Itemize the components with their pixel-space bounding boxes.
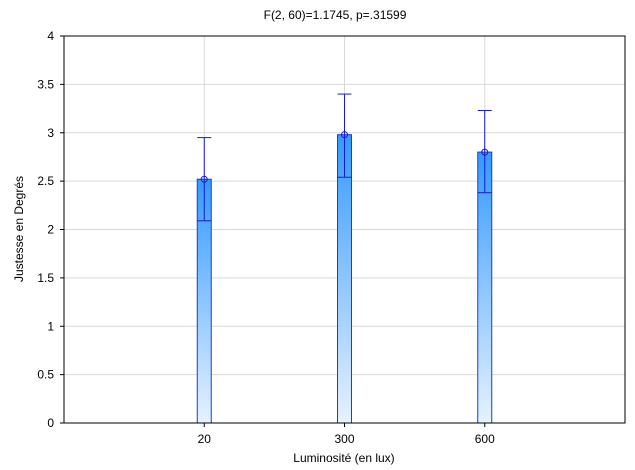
y-tick-label: 2 — [47, 223, 54, 237]
y-tick-label: 0.5 — [37, 368, 54, 382]
y-tick-label: 1 — [47, 319, 54, 333]
x-tick-label: 600 — [475, 432, 495, 446]
x-tick-label: 300 — [334, 432, 354, 446]
y-tick-label: 0 — [47, 416, 54, 430]
y-tick-label: 3 — [47, 126, 54, 140]
y-tick-label: 1.5 — [37, 271, 54, 285]
mean-marker — [341, 131, 348, 139]
x-axis-label: Luminosité (en lux) — [293, 451, 394, 465]
bars — [196, 134, 493, 424]
chart-title: F(2, 60)=1.1745, p=.31599 — [264, 8, 407, 22]
error-bars — [197, 93, 492, 222]
bar — [337, 134, 352, 424]
x-axis-ticks: 20 300 600 — [198, 423, 495, 446]
y-tick-label: 4 — [47, 29, 54, 43]
y-tick-label: 3.5 — [37, 77, 54, 91]
y-axis-label: Justesse en Degrés — [12, 176, 26, 282]
mean-marker — [200, 175, 208, 183]
y-tick-label: 2.5 — [37, 174, 54, 188]
y-axis-ticks: 0 0.5 1 1.5 2 2.5 3 3.5 4 — [37, 29, 64, 430]
x-tick-label: 20 — [198, 432, 212, 446]
mean-marker — [481, 148, 489, 156]
